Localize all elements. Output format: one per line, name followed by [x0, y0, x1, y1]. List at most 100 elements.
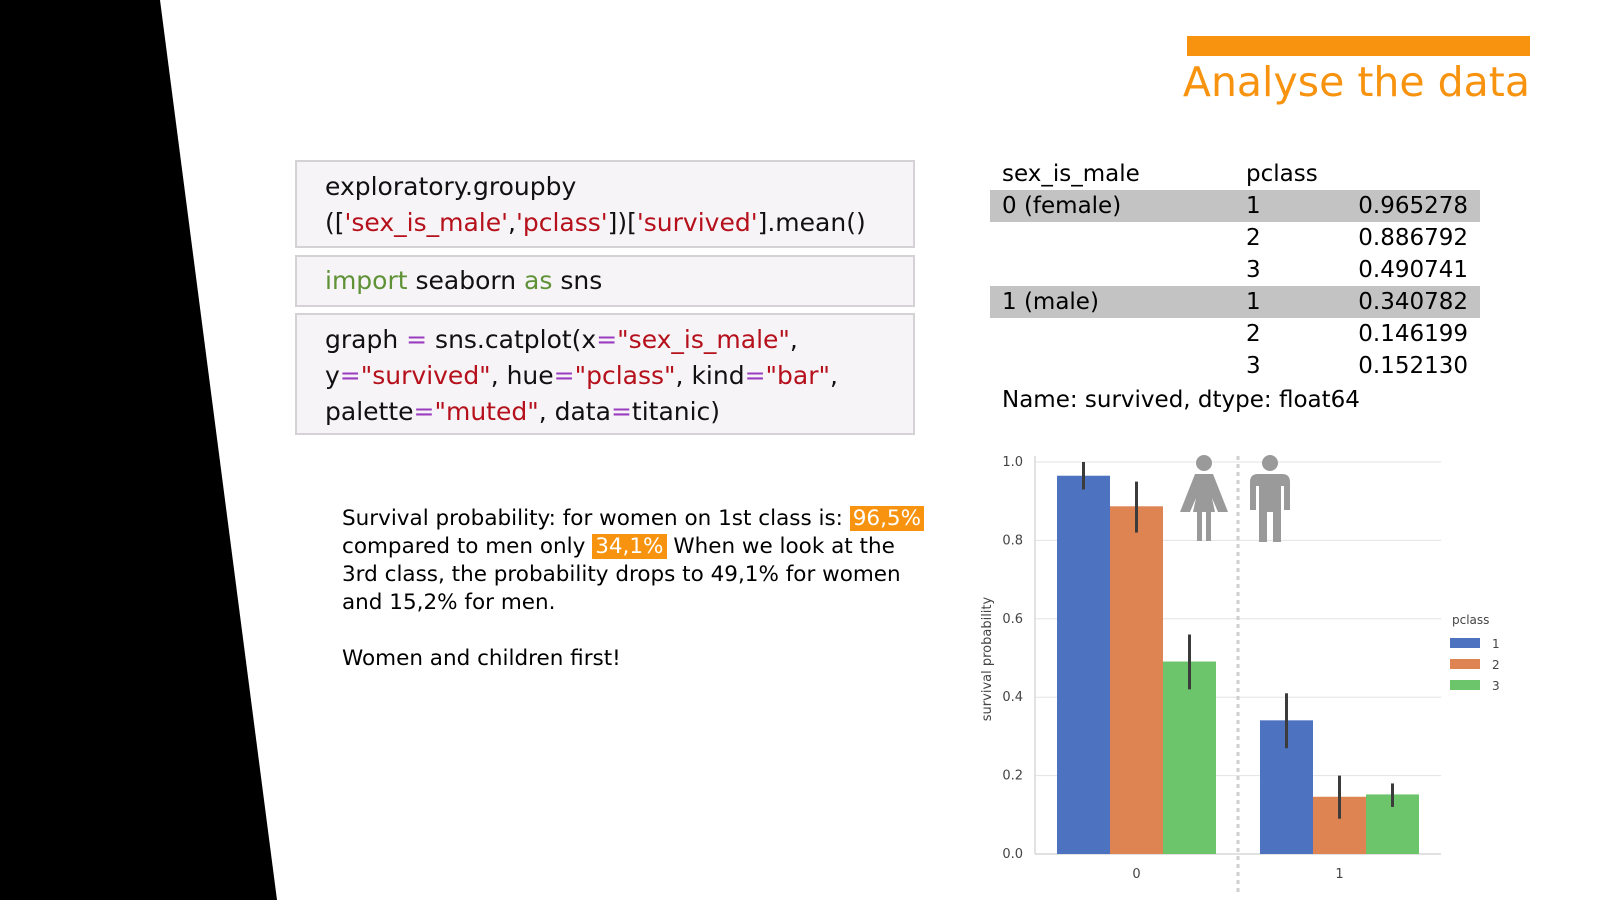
y-tick-label: 0.0 [1002, 847, 1023, 862]
y-tick-label: 0.8 [1002, 533, 1023, 548]
row-pclass: 2 [1246, 225, 1261, 251]
code-line: palette="muted", data=titanic) [325, 394, 901, 430]
code-token: ])[ [607, 208, 637, 237]
code-line: graph = sns.catplot(x="sex_is_male", [325, 322, 901, 358]
survival-bar-chart: 0.0 0.2 0.4 0.6 0.8 1.0 survival probability 0 1… [980, 455, 1500, 892]
bar-group0-pclass1 [1057, 475, 1110, 854]
code-token: sns.catplot(x [427, 325, 597, 354]
header-sex-is-male: sex_is_male [1002, 161, 1140, 187]
legend-swatch-pclass2 [1450, 659, 1480, 669]
row-sex: 0 (female) [1002, 193, 1122, 219]
row-pclass: 1 [1246, 289, 1261, 315]
y-axis-label: survival probability [980, 596, 995, 721]
output-header-row: sex_is_male pclass [990, 158, 1480, 190]
icon-body [1250, 474, 1290, 542]
code-token: "bar" [765, 361, 830, 390]
y-tick-label: 1.0 [1002, 455, 1023, 470]
summary-text: Survival probability: for women on 1st c… [342, 505, 932, 673]
code-token: = [596, 325, 618, 354]
code-line: (['sex_is_male','pclass'])['survived'].m… [325, 205, 901, 241]
code-block-groupby: exploratory.groupby (['sex_is_male','pcla… [295, 160, 915, 248]
title-accent-bar [1187, 36, 1530, 56]
icon-head [1196, 455, 1212, 471]
code-token: palette [325, 397, 414, 426]
legend-title: pclass [1452, 613, 1489, 627]
code-block-import: import seaborn as sns [295, 255, 915, 307]
summary-text-3: When we look at the 3rd class, the proba… [342, 534, 901, 615]
code-token: , hue [490, 361, 554, 390]
summary-text-1: Survival probability: for women on 1st c… [342, 506, 850, 531]
bar-group0-pclass3 [1163, 661, 1216, 854]
code-token: = [413, 397, 435, 426]
x-tick-label: 1 [1335, 867, 1343, 882]
male-person-icon [1250, 455, 1290, 542]
output-row: 3 0.490741 [990, 254, 1480, 286]
legend-swatch-pclass1 [1450, 638, 1480, 648]
code-token: , data [538, 397, 611, 426]
row-pclass: 3 [1246, 353, 1261, 379]
code-token: "survived" [360, 361, 491, 390]
code-token: "muted" [434, 397, 539, 426]
code-token: exploratory.groupby [325, 172, 577, 201]
x-tick-label: 0 [1132, 867, 1140, 882]
y-tick-label: 0.6 [1002, 612, 1023, 627]
row-value: 0.965278 [1358, 193, 1468, 219]
code-token: "sex_is_male" [617, 325, 790, 354]
legend-label: 3 [1492, 679, 1500, 693]
y-tick-label: 0.4 [1002, 690, 1023, 705]
output-row: 2 0.146199 [990, 318, 1480, 350]
row-sex: 1 (male) [1002, 289, 1099, 315]
code-token: = [553, 361, 575, 390]
code-token: , kind [675, 361, 745, 390]
row-value: 0.886792 [1358, 225, 1468, 251]
output-row: 3 0.152130 [990, 350, 1480, 382]
highlight-men-first-class: 34,1% [592, 534, 667, 559]
icon-leg [1206, 511, 1211, 541]
code-token: as [524, 266, 553, 295]
output-row: 2 0.886792 [990, 222, 1480, 254]
code-token: 'sex_is_male' [344, 208, 508, 237]
code-token: 'pclass' [515, 208, 608, 237]
code-token: import [325, 266, 408, 295]
output-row: 0 (female) 1 0.965278 [990, 190, 1480, 222]
code-line: y="survived", hue="pclass", kind="bar", [325, 358, 901, 394]
code-token: = [744, 361, 766, 390]
row-value: 0.152130 [1358, 353, 1468, 379]
code-token: ([ [325, 208, 345, 237]
code-token: y [325, 361, 340, 390]
code-token: graph [325, 325, 407, 354]
groupby-output-table: sex_is_male pclass 0 (female) 1 0.965278 2 0… [990, 158, 1480, 416]
legend-label: 1 [1492, 637, 1500, 651]
code-token: = [406, 325, 428, 354]
row-pclass: 3 [1246, 257, 1261, 283]
row-value: 0.340782 [1358, 289, 1468, 315]
female-person-icon [1180, 455, 1228, 541]
icon-head [1262, 455, 1278, 471]
row-pclass: 1 [1246, 193, 1261, 219]
code-token: 'survived' [636, 208, 758, 237]
code-token: , [830, 361, 838, 390]
code-block-catplot: graph = sns.catplot(x="sex_is_male", y="s… [295, 313, 915, 435]
code-token: = [610, 397, 632, 426]
slide-title: Analyse the data [1182, 58, 1530, 106]
code-token: seaborn [407, 266, 525, 295]
y-tick-label: 0.2 [1002, 769, 1023, 784]
icon-dress [1180, 474, 1228, 512]
code-token: ].mean() [757, 208, 866, 237]
row-value: 0.146199 [1358, 321, 1468, 347]
code-token: sns [552, 266, 603, 295]
code-token: titanic) [631, 397, 721, 426]
row-value: 0.490741 [1358, 257, 1468, 283]
header-pclass: pclass [1246, 161, 1318, 187]
highlight-women-first-class: 96,5% [849, 506, 925, 531]
bar-group0-pclass2 [1110, 506, 1163, 854]
row-pclass: 2 [1246, 321, 1261, 347]
summary-conclusion: Women and children first! [342, 646, 621, 671]
legend-swatch-pclass3 [1450, 680, 1480, 690]
code-token: , [789, 325, 798, 354]
code-token: = [339, 361, 361, 390]
summary-paragraph: Survival probability: for women on 1st c… [342, 505, 932, 617]
code-token: , [508, 208, 516, 237]
code-line: import seaborn as sns [325, 263, 901, 299]
